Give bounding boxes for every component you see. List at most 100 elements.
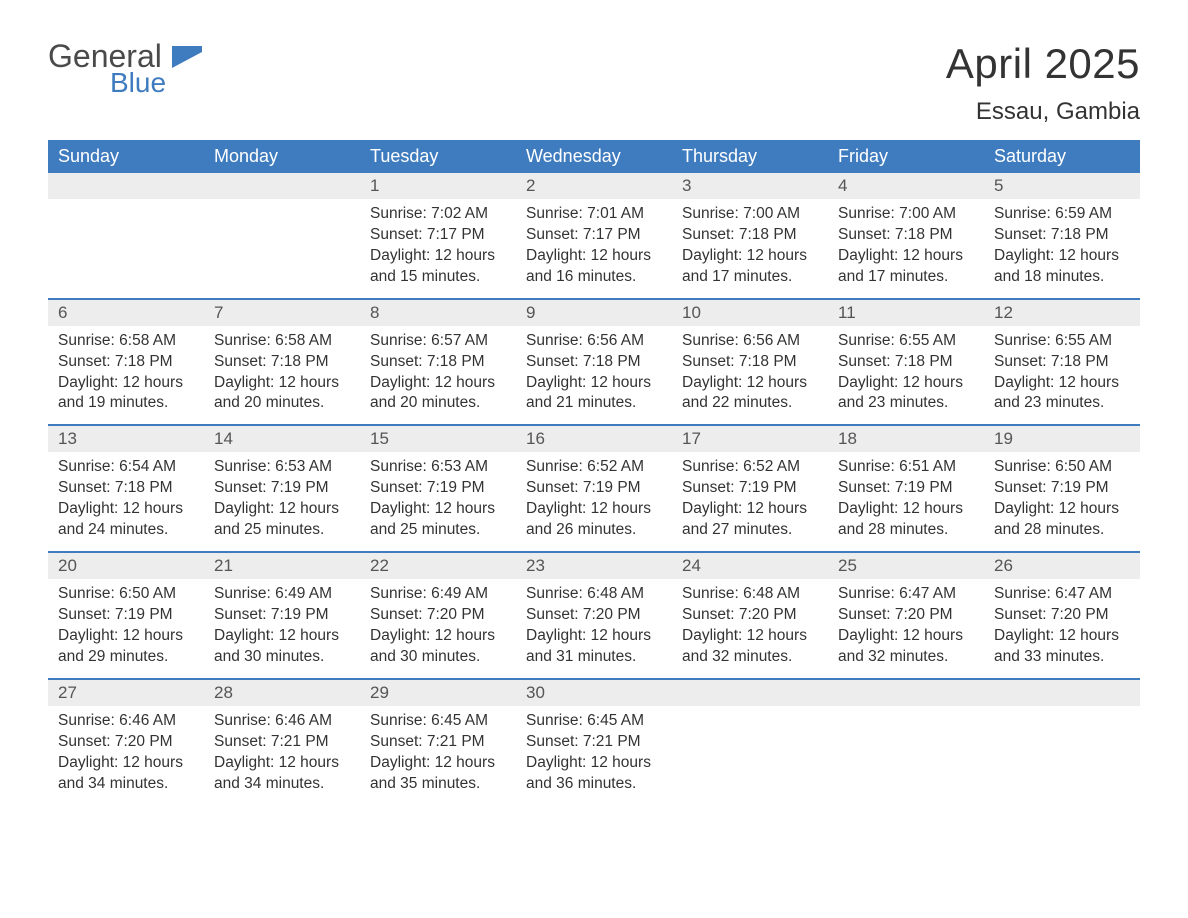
day-content: Sunrise: 7:00 AMSunset: 7:18 PMDaylight:… — [672, 199, 828, 288]
day-number: 30 — [516, 680, 672, 706]
day-cell: 22Sunrise: 6:49 AMSunset: 7:20 PMDayligh… — [360, 553, 516, 678]
day-cell — [672, 680, 828, 805]
daylight-line: Daylight: 12 hours and 36 minutes. — [526, 753, 662, 795]
day-content: Sunrise: 6:56 AMSunset: 7:18 PMDaylight:… — [672, 326, 828, 415]
weekday-header-cell: Tuesday — [360, 140, 516, 173]
day-cell — [48, 173, 204, 298]
weekday-header-cell: Sunday — [48, 140, 204, 173]
day-cell: 30Sunrise: 6:45 AMSunset: 7:21 PMDayligh… — [516, 680, 672, 805]
sunrise-line: Sunrise: 6:52 AM — [682, 457, 818, 478]
sunset-line: Sunset: 7:17 PM — [370, 225, 506, 246]
sunrise-line: Sunrise: 6:47 AM — [838, 584, 974, 605]
daylight-line: Daylight: 12 hours and 15 minutes. — [370, 246, 506, 288]
day-number: 18 — [828, 426, 984, 452]
day-content: Sunrise: 6:50 AMSunset: 7:19 PMDaylight:… — [48, 579, 204, 668]
day-content: Sunrise: 6:48 AMSunset: 7:20 PMDaylight:… — [516, 579, 672, 668]
day-content: Sunrise: 6:51 AMSunset: 7:19 PMDaylight:… — [828, 452, 984, 541]
sunrise-line: Sunrise: 7:00 AM — [838, 204, 974, 225]
daylight-line: Daylight: 12 hours and 33 minutes. — [994, 626, 1130, 668]
day-content: Sunrise: 6:50 AMSunset: 7:19 PMDaylight:… — [984, 452, 1140, 541]
day-cell: 16Sunrise: 6:52 AMSunset: 7:19 PMDayligh… — [516, 426, 672, 551]
day-content: Sunrise: 6:53 AMSunset: 7:19 PMDaylight:… — [360, 452, 516, 541]
empty-day-bar — [672, 680, 828, 706]
day-cell: 24Sunrise: 6:48 AMSunset: 7:20 PMDayligh… — [672, 553, 828, 678]
day-content: Sunrise: 6:45 AMSunset: 7:21 PMDaylight:… — [516, 706, 672, 795]
day-content: Sunrise: 6:52 AMSunset: 7:19 PMDaylight:… — [516, 452, 672, 541]
daylight-line: Daylight: 12 hours and 28 minutes. — [838, 499, 974, 541]
day-number: 9 — [516, 300, 672, 326]
day-number: 22 — [360, 553, 516, 579]
day-content: Sunrise: 6:52 AMSunset: 7:19 PMDaylight:… — [672, 452, 828, 541]
weekday-header-cell: Monday — [204, 140, 360, 173]
day-number: 10 — [672, 300, 828, 326]
day-number: 16 — [516, 426, 672, 452]
sunrise-line: Sunrise: 6:57 AM — [370, 331, 506, 352]
daylight-line: Daylight: 12 hours and 27 minutes. — [682, 499, 818, 541]
day-number: 2 — [516, 173, 672, 199]
day-cell: 10Sunrise: 6:56 AMSunset: 7:18 PMDayligh… — [672, 300, 828, 425]
day-content: Sunrise: 7:00 AMSunset: 7:18 PMDaylight:… — [828, 199, 984, 288]
sunrise-line: Sunrise: 6:53 AM — [370, 457, 506, 478]
sunrise-line: Sunrise: 6:54 AM — [58, 457, 194, 478]
sunset-line: Sunset: 7:20 PM — [682, 605, 818, 626]
daylight-line: Daylight: 12 hours and 28 minutes. — [994, 499, 1130, 541]
sunset-line: Sunset: 7:18 PM — [838, 225, 974, 246]
daylight-line: Daylight: 12 hours and 35 minutes. — [370, 753, 506, 795]
day-cell: 19Sunrise: 6:50 AMSunset: 7:19 PMDayligh… — [984, 426, 1140, 551]
daylight-line: Daylight: 12 hours and 30 minutes. — [214, 626, 350, 668]
daylight-line: Daylight: 12 hours and 25 minutes. — [214, 499, 350, 541]
sunrise-line: Sunrise: 6:47 AM — [994, 584, 1130, 605]
week-row: 13Sunrise: 6:54 AMSunset: 7:18 PMDayligh… — [48, 424, 1140, 551]
page-title: April 2025 — [946, 40, 1140, 88]
sunrise-line: Sunrise: 6:45 AM — [526, 711, 662, 732]
daylight-line: Daylight: 12 hours and 31 minutes. — [526, 626, 662, 668]
sunrise-line: Sunrise: 6:50 AM — [994, 457, 1130, 478]
daylight-line: Daylight: 12 hours and 23 minutes. — [838, 373, 974, 415]
day-cell: 14Sunrise: 6:53 AMSunset: 7:19 PMDayligh… — [204, 426, 360, 551]
week-row: 20Sunrise: 6:50 AMSunset: 7:19 PMDayligh… — [48, 551, 1140, 678]
day-number: 13 — [48, 426, 204, 452]
day-number: 3 — [672, 173, 828, 199]
sunset-line: Sunset: 7:18 PM — [682, 225, 818, 246]
daylight-line: Daylight: 12 hours and 17 minutes. — [838, 246, 974, 288]
sunrise-line: Sunrise: 6:46 AM — [214, 711, 350, 732]
day-number: 6 — [48, 300, 204, 326]
daylight-line: Daylight: 12 hours and 19 minutes. — [58, 373, 194, 415]
sunset-line: Sunset: 7:18 PM — [58, 352, 194, 373]
week-row: 27Sunrise: 6:46 AMSunset: 7:20 PMDayligh… — [48, 678, 1140, 805]
calendar-grid: SundayMondayTuesdayWednesdayThursdayFrid… — [48, 140, 1140, 804]
sunset-line: Sunset: 7:17 PM — [526, 225, 662, 246]
day-cell: 2Sunrise: 7:01 AMSunset: 7:17 PMDaylight… — [516, 173, 672, 298]
day-cell: 29Sunrise: 6:45 AMSunset: 7:21 PMDayligh… — [360, 680, 516, 805]
sunset-line: Sunset: 7:20 PM — [58, 732, 194, 753]
brand-logo: General Blue — [48, 40, 206, 97]
day-content: Sunrise: 6:58 AMSunset: 7:18 PMDaylight:… — [48, 326, 204, 415]
sunset-line: Sunset: 7:19 PM — [838, 478, 974, 499]
daylight-line: Daylight: 12 hours and 18 minutes. — [994, 246, 1130, 288]
sunrise-line: Sunrise: 7:00 AM — [682, 204, 818, 225]
empty-day-bar — [984, 680, 1140, 706]
day-content: Sunrise: 6:55 AMSunset: 7:18 PMDaylight:… — [984, 326, 1140, 415]
day-cell: 17Sunrise: 6:52 AMSunset: 7:19 PMDayligh… — [672, 426, 828, 551]
sunset-line: Sunset: 7:18 PM — [682, 352, 818, 373]
sunset-line: Sunset: 7:18 PM — [214, 352, 350, 373]
day-cell: 28Sunrise: 6:46 AMSunset: 7:21 PMDayligh… — [204, 680, 360, 805]
day-cell — [828, 680, 984, 805]
daylight-line: Daylight: 12 hours and 16 minutes. — [526, 246, 662, 288]
brand-flag-icon — [172, 46, 206, 77]
day-cell — [984, 680, 1140, 805]
sunrise-line: Sunrise: 6:58 AM — [58, 331, 194, 352]
day-cell: 11Sunrise: 6:55 AMSunset: 7:18 PMDayligh… — [828, 300, 984, 425]
day-content: Sunrise: 7:01 AMSunset: 7:17 PMDaylight:… — [516, 199, 672, 288]
sunrise-line: Sunrise: 7:01 AM — [526, 204, 662, 225]
sunset-line: Sunset: 7:21 PM — [370, 732, 506, 753]
daylight-line: Daylight: 12 hours and 34 minutes. — [214, 753, 350, 795]
day-number: 4 — [828, 173, 984, 199]
day-cell: 20Sunrise: 6:50 AMSunset: 7:19 PMDayligh… — [48, 553, 204, 678]
day-cell — [204, 173, 360, 298]
weekday-header-cell: Saturday — [984, 140, 1140, 173]
sunset-line: Sunset: 7:20 PM — [370, 605, 506, 626]
daylight-line: Daylight: 12 hours and 22 minutes. — [682, 373, 818, 415]
day-cell: 4Sunrise: 7:00 AMSunset: 7:18 PMDaylight… — [828, 173, 984, 298]
weekday-header-cell: Thursday — [672, 140, 828, 173]
